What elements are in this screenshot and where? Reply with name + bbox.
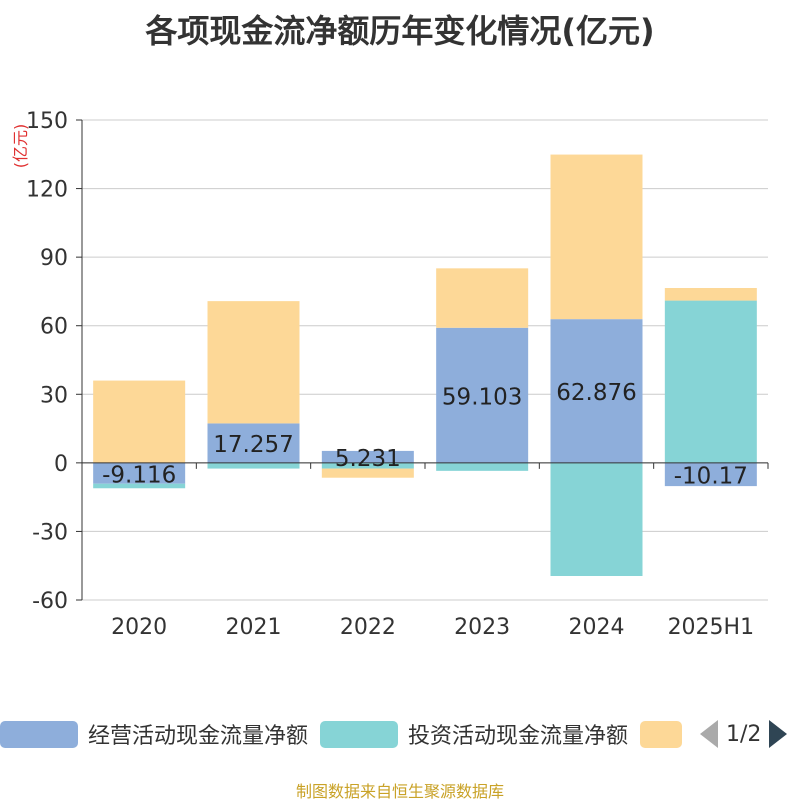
bar-financing-2024: [550, 154, 643, 320]
bar-operating-2022: [321, 450, 414, 463]
y-tick-label: 150: [26, 109, 68, 134]
bar-operating-2021: [207, 423, 300, 463]
y-tick-label: 30: [40, 383, 68, 408]
data-label: 59.103: [442, 384, 522, 410]
y-tick-label: 0: [54, 452, 68, 477]
legend-item-operating[interactable]: 经营活动现金流量净额: [0, 716, 308, 752]
legend-pager: 1/2: [700, 716, 788, 752]
legend-item-financing[interactable]: [640, 716, 682, 752]
x-tick-label: 2020: [111, 615, 167, 640]
y-tick-label: 120: [26, 178, 68, 203]
x-tick-label: 2023: [454, 615, 510, 640]
bar-financing-2021: [207, 301, 300, 424]
data-label: 5.231: [335, 446, 401, 472]
x-tick-label: 2021: [226, 615, 282, 640]
data-label: 62.876: [556, 380, 636, 406]
bar-investing-2025H1: [664, 300, 757, 463]
y-tick-label: 60: [40, 315, 68, 340]
legend-label-investing: 投资活动现金流量净额: [408, 724, 629, 749]
pager-text: 1/2: [726, 721, 762, 747]
bar-financing-2025H1: [664, 288, 757, 301]
bar-financing-2020: [93, 380, 186, 463]
data-label: 17.257: [213, 432, 293, 458]
bar-financing-2023: [436, 268, 529, 328]
y-tick-label: -30: [32, 520, 68, 545]
bar-investing-2024: [550, 462, 643, 576]
bar-investing-2023: [436, 462, 529, 471]
bar-financing-2022: [321, 468, 414, 478]
x-tick-label: 2025H1: [668, 615, 755, 640]
x-tick-label: 2024: [569, 615, 625, 640]
data-label: -10.17: [674, 463, 748, 489]
legend-item-investing[interactable]: 投资活动现金流量净额: [320, 716, 628, 752]
y-tick-label: 90: [40, 246, 68, 271]
legend-swatch-operating: [0, 720, 78, 748]
bar-investing-2021: [207, 462, 300, 469]
legend-swatch-financing: [640, 720, 682, 748]
chart-title: 各项现金流净额历年变化情况(亿元): [145, 12, 655, 50]
source-note: 制图数据来自恒生聚源数据库: [295, 782, 504, 801]
bar-operating-2023: [436, 327, 529, 463]
legend: 经营活动现金流量净额 投资活动现金流量净额 1/2: [0, 716, 800, 756]
y-tick-label: -60: [32, 589, 68, 614]
bar-investing-2022: [321, 462, 414, 469]
legend-swatch-investing: [320, 720, 398, 748]
bar-operating-2020: [93, 462, 186, 484]
legend-label-operating: 经营活动现金流量净额: [88, 724, 309, 749]
bar-operating-2025H1: [664, 462, 757, 487]
bar-operating-2024: [550, 319, 643, 463]
triangle-right-icon[interactable]: [769, 720, 788, 748]
triangle-left-icon[interactable]: [700, 720, 718, 748]
x-tick-label: 2022: [340, 615, 396, 640]
data-label: -9.116: [102, 462, 176, 488]
y-axis-label: (亿元): [11, 124, 30, 169]
bar-investing-2020: [93, 483, 186, 489]
